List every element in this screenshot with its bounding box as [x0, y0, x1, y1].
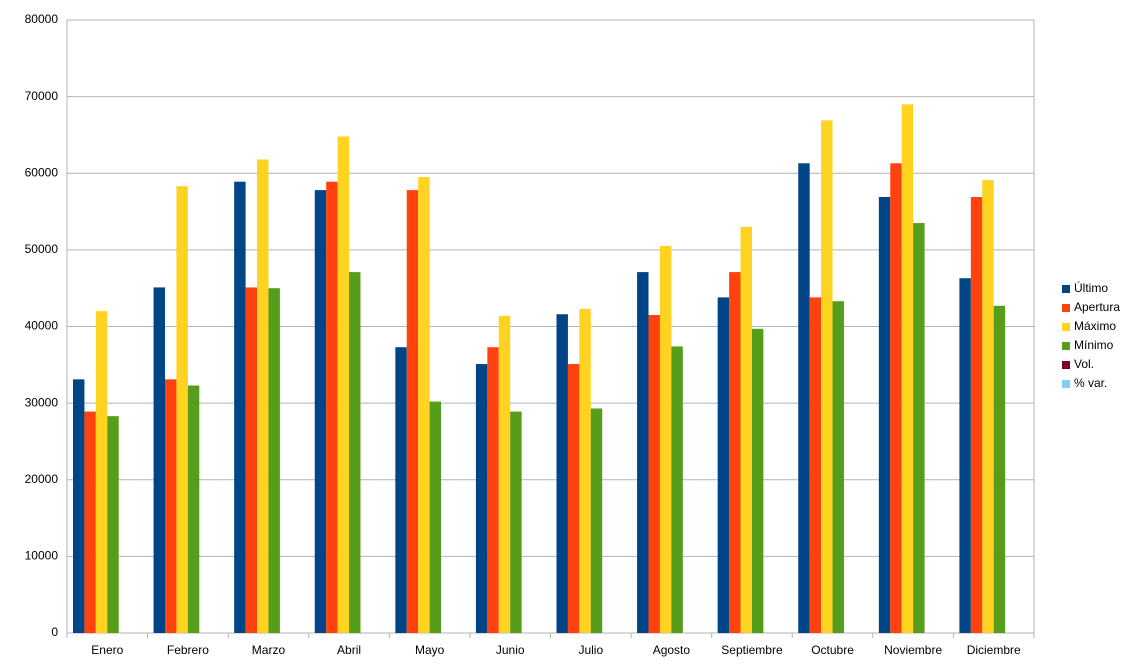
bar: [234, 181, 246, 633]
bar: [982, 180, 994, 634]
bar: [510, 411, 522, 633]
bar: [487, 347, 499, 633]
bar: [153, 287, 166, 633]
bar: [165, 379, 177, 633]
bar: [590, 408, 603, 633]
bar: [73, 379, 85, 633]
bar: [751, 328, 764, 633]
x-tick-label: Febrero: [167, 643, 209, 657]
x-tick-label: Octubre: [811, 643, 854, 657]
bar: [326, 181, 338, 633]
bar: [84, 411, 96, 633]
legend-label: Vol.: [1074, 357, 1094, 371]
bar: [498, 315, 511, 633]
bar: [637, 272, 649, 633]
bar: [337, 136, 350, 633]
bar: [878, 197, 891, 633]
legend-label: Mínimo: [1074, 338, 1114, 352]
bar: [729, 272, 741, 633]
x-tick-label: Diciembre: [967, 643, 1021, 657]
bar: [717, 297, 730, 633]
bar: [648, 315, 660, 633]
bar: [268, 288, 280, 633]
bar: [740, 226, 752, 633]
bar: [809, 297, 822, 633]
bar: [821, 120, 833, 633]
legend-swatch: [1062, 380, 1070, 388]
bar: [176, 186, 188, 633]
bar: [659, 246, 672, 633]
bar: [395, 347, 407, 633]
legend-label: Apertura: [1074, 300, 1120, 314]
legend-swatch: [1062, 285, 1070, 293]
bar: [257, 159, 269, 633]
bar: [901, 104, 914, 634]
bar: [890, 163, 902, 633]
y-tick-label: 10000: [25, 549, 59, 563]
bar: [429, 401, 442, 633]
bar: [567, 364, 580, 633]
bar: [913, 223, 925, 633]
y-tick-label: 50000: [25, 242, 59, 256]
x-tick-label: Julio: [578, 643, 603, 657]
bar: [95, 311, 108, 633]
x-tick-label: Mayo: [415, 643, 445, 657]
x-tick-label: Junio: [496, 643, 525, 657]
bar: [579, 308, 591, 633]
y-tick-label: 20000: [25, 472, 59, 486]
bar: [245, 287, 258, 633]
bar: [556, 314, 568, 633]
bar: [832, 301, 844, 633]
bar: [187, 385, 200, 633]
y-tick-label: 0: [51, 625, 58, 639]
legend-swatch: [1062, 323, 1070, 331]
x-tick-label: Abril: [337, 643, 361, 657]
x-tick-label: Agosto: [653, 643, 691, 657]
y-tick-label: 30000: [25, 395, 59, 409]
x-tick-label: Marzo: [252, 643, 286, 657]
legend-swatch: [1062, 361, 1070, 369]
bar: [970, 197, 983, 633]
y-tick-label: 60000: [25, 165, 59, 179]
x-tick-label: Noviembre: [884, 643, 942, 657]
legend-label: % var.: [1074, 376, 1107, 390]
y-tick-label: 70000: [25, 89, 59, 103]
bar: [349, 272, 361, 633]
bar: [475, 364, 488, 633]
bar: [418, 177, 430, 634]
bar: [107, 416, 119, 633]
y-tick-label: 80000: [25, 12, 59, 26]
legend-swatch: [1062, 342, 1070, 350]
legend-label: Máximo: [1074, 319, 1116, 333]
bar: [314, 190, 327, 634]
x-tick-label: Septiembre: [721, 643, 783, 657]
bar: [798, 163, 810, 633]
bar: [993, 305, 1006, 633]
legend-swatch: [1062, 304, 1070, 312]
bar: [406, 190, 419, 634]
y-tick-label: 40000: [25, 319, 59, 333]
legend-label: Último: [1074, 280, 1108, 295]
bar: [671, 346, 683, 633]
bar: [959, 278, 971, 633]
x-tick-label: Enero: [91, 643, 123, 657]
